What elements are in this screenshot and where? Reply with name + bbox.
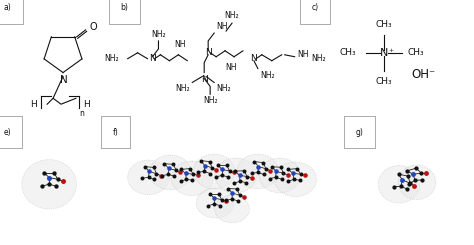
Text: CH₃: CH₃ (408, 48, 425, 57)
Text: n: n (79, 109, 84, 118)
Ellipse shape (237, 154, 279, 189)
Text: g): g) (356, 128, 363, 137)
Text: N: N (205, 48, 211, 57)
Text: c): c) (311, 3, 319, 12)
Text: a): a) (3, 3, 11, 12)
Ellipse shape (215, 195, 249, 223)
Text: NH₂: NH₂ (176, 85, 190, 93)
Ellipse shape (398, 165, 436, 200)
Text: N: N (251, 54, 257, 63)
Ellipse shape (196, 188, 234, 218)
Ellipse shape (193, 154, 235, 189)
Text: CH₃: CH₃ (376, 76, 392, 86)
Text: NH₂: NH₂ (203, 96, 218, 105)
Text: NH₂: NH₂ (151, 30, 166, 39)
Text: CH₃: CH₃ (340, 48, 356, 57)
Text: NH₂: NH₂ (311, 54, 326, 63)
Text: OH⁻: OH⁻ (412, 68, 436, 81)
Ellipse shape (128, 160, 169, 195)
Ellipse shape (275, 162, 317, 197)
Ellipse shape (259, 158, 301, 193)
Text: N: N (60, 74, 68, 85)
Text: H: H (83, 100, 90, 109)
Text: NH: NH (174, 40, 186, 49)
Text: f): f) (113, 128, 118, 137)
Text: NH₂: NH₂ (104, 54, 118, 63)
Text: N: N (149, 54, 156, 63)
Ellipse shape (149, 155, 191, 190)
Text: H: H (30, 100, 37, 109)
Text: N: N (380, 48, 388, 58)
Text: NH₂: NH₂ (216, 85, 231, 93)
Text: NH: NH (216, 22, 228, 31)
Ellipse shape (172, 161, 213, 196)
Text: CH₃: CH₃ (376, 20, 392, 29)
Ellipse shape (22, 159, 76, 209)
Text: b): b) (121, 3, 128, 12)
Text: N: N (201, 74, 208, 84)
Text: +: + (388, 48, 393, 53)
Text: NH: NH (298, 50, 309, 59)
Text: O: O (90, 22, 97, 32)
Text: NH: NH (225, 63, 237, 72)
Ellipse shape (215, 158, 257, 193)
Ellipse shape (378, 166, 420, 203)
Text: e): e) (3, 128, 11, 137)
Text: NH₂: NH₂ (260, 71, 274, 80)
Text: NH₂: NH₂ (225, 11, 239, 20)
